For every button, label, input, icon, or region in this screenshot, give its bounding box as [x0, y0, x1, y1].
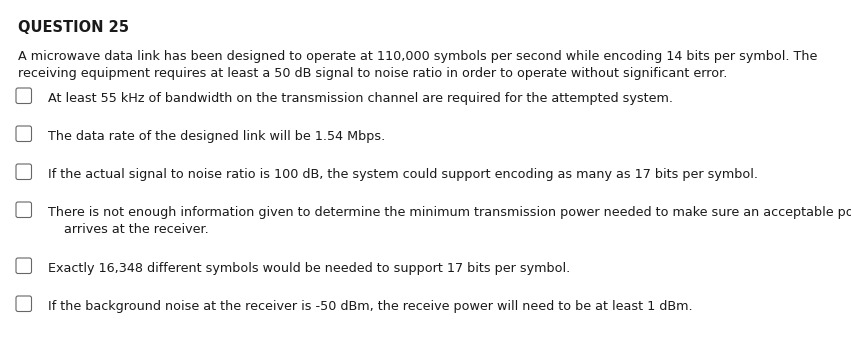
Text: The data rate of the designed link will be 1.54 Mbps.: The data rate of the designed link will … — [48, 130, 386, 143]
Text: arrives at the receiver.: arrives at the receiver. — [48, 223, 208, 237]
Text: If the background noise at the receiver is -50 dBm, the receive power will need : If the background noise at the receiver … — [48, 300, 693, 313]
Text: QUESTION 25: QUESTION 25 — [18, 20, 129, 35]
Text: If the actual signal to noise ratio is 100 dB, the system could support encoding: If the actual signal to noise ratio is 1… — [48, 168, 758, 181]
Text: At least 55 kHz of bandwidth on the transmission channel are required for the at: At least 55 kHz of bandwidth on the tran… — [48, 92, 673, 105]
Text: Exactly 16,348 different symbols would be needed to support 17 bits per symbol.: Exactly 16,348 different symbols would b… — [48, 262, 570, 275]
Text: There is not enough information given to determine the minimum transmission powe: There is not enough information given to… — [48, 206, 851, 219]
Text: receiving equipment requires at least a 50 dB signal to noise ratio in order to : receiving equipment requires at least a … — [18, 67, 728, 80]
Text: A microwave data link has been designed to operate at 110,000 symbols per second: A microwave data link has been designed … — [18, 50, 817, 63]
